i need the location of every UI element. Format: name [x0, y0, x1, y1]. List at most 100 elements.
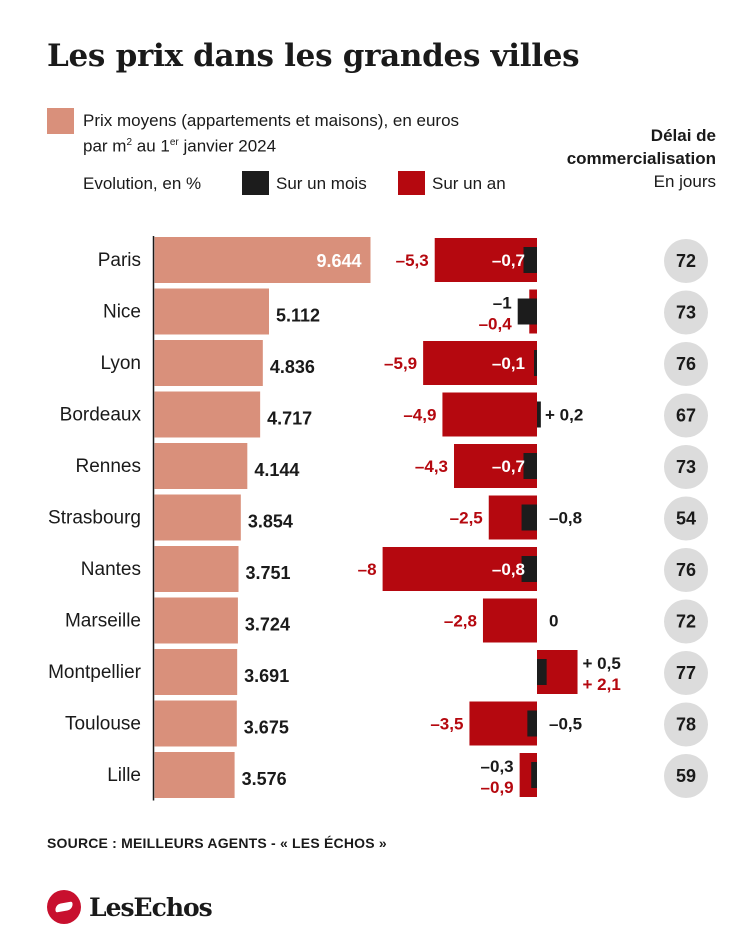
- category-label-paris: Paris: [98, 250, 141, 271]
- year-label-lyon: –5,9: [384, 354, 417, 373]
- delay-label-lille: 59: [676, 766, 696, 786]
- chart-title: Les prix dans les grandes villes: [47, 38, 580, 74]
- year-label-rennes: –4,3: [415, 457, 448, 476]
- month-label-lille: –0,3: [481, 757, 514, 776]
- delay-label-rennes: 73: [676, 457, 696, 477]
- delay-label-nice: 73: [676, 303, 696, 323]
- category-label-toulouse: Toulouse: [65, 714, 141, 735]
- category-label-strasbourg: Strasbourg: [48, 508, 141, 529]
- legend-price-label: Prix moyens (appartements et maisons), e…: [83, 110, 459, 158]
- logo-bird-icon: [47, 890, 81, 924]
- legend-year-label: Sur un an: [432, 174, 506, 193]
- legend-swatch-price: [47, 108, 74, 134]
- logo-text: LesEchos: [89, 892, 213, 922]
- year-label-nice: –0,4: [479, 315, 513, 334]
- delay-circle-paris: [664, 239, 708, 283]
- year-label-paris: –5,3: [396, 251, 429, 270]
- month-bar-nantes: [521, 556, 537, 582]
- delay-label-toulouse: 78: [676, 715, 696, 735]
- month-bar-lyon: [534, 350, 537, 376]
- month-bar-nice: [517, 298, 537, 325]
- month-bar-toulouse: [527, 710, 537, 737]
- year-label-marseille: –2,8: [444, 612, 477, 631]
- price-bar-nice: [154, 288, 269, 335]
- category-label-montpellier: Montpellier: [48, 662, 142, 683]
- delay-circle-lille: [664, 754, 708, 798]
- year-label-montpellier: + 2,1: [583, 675, 621, 694]
- delay-header-line3: En jours: [653, 172, 716, 191]
- legend-swatch-year: [398, 171, 425, 195]
- delay-header-line1: Délai de: [650, 126, 716, 145]
- delay-header-line2: commercialisation: [566, 149, 716, 168]
- legend-price-line1: Prix moyens (appartements et maisons), e…: [83, 111, 460, 130]
- source-note: SOURCE : MEILLEURS AGENTS - « LES ÉCHOS …: [47, 835, 387, 851]
- price-label-lyon: 4.836: [270, 357, 315, 377]
- delay-label-nantes: 76: [676, 560, 696, 580]
- category-label-lille: Lille: [107, 765, 141, 786]
- month-bar-strasbourg: [521, 504, 537, 531]
- year-label-bordeaux: –4,9: [403, 406, 436, 425]
- delay-circle-montpellier: [664, 651, 708, 695]
- year-bar-marseille: [482, 598, 537, 643]
- price-bar-marseille: [154, 597, 238, 644]
- month-label-marseille: 0: [549, 612, 558, 631]
- month-label-paris: –0,7: [492, 251, 525, 270]
- month-label-nice: –1: [493, 294, 512, 313]
- month-bar-paris: [523, 247, 537, 273]
- legend-swatch-month: [242, 171, 269, 195]
- delay-label-strasbourg: 54: [676, 509, 696, 529]
- delay-circle-bordeaux: [664, 393, 708, 438]
- month-label-strasbourg: –0,8: [549, 509, 582, 528]
- month-label-toulouse: –0,5: [549, 715, 582, 734]
- month-bar-rennes: [523, 453, 537, 479]
- price-bar-toulouse: [154, 700, 237, 747]
- delay-circle-marseille: [664, 599, 708, 644]
- legend-price-line2a: par m: [83, 136, 127, 156]
- month-bar-bordeaux: [537, 401, 541, 428]
- month-bar-lille: [531, 762, 537, 788]
- year-bar-paris: [434, 238, 537, 282]
- category-label-marseille: Marseille: [65, 611, 141, 632]
- year-label-lille: –0,9: [481, 778, 514, 797]
- price-bar-lille: [154, 752, 235, 798]
- legend-month-label: Sur un mois: [276, 174, 367, 193]
- price-label-nantes: 3.751: [246, 563, 291, 583]
- price-bar-paris: [154, 237, 371, 283]
- price-label-bordeaux: 4.717: [267, 409, 312, 429]
- delay-label-bordeaux: 67: [676, 406, 696, 426]
- price-label-rennes: 4.144: [254, 460, 299, 480]
- year-bar-rennes: [454, 444, 537, 488]
- legend-price-sup2: er: [169, 137, 179, 148]
- price-bar-strasbourg: [154, 494, 241, 541]
- year-label-strasbourg: –2,5: [450, 509, 483, 528]
- legend-evolution-label: Evolution, en %: [83, 174, 202, 193]
- category-label-rennes: Rennes: [76, 456, 142, 477]
- category-label-nantes: Nantes: [81, 559, 141, 580]
- price-bar-nantes: [154, 546, 239, 592]
- delay-circle-toulouse: [664, 702, 708, 747]
- month-label-montpellier: + 0,5: [583, 654, 621, 673]
- legend-price-line2b: au 1: [132, 136, 170, 156]
- month-label-lyon: –0,1: [492, 354, 525, 373]
- month-label-nantes: –0,8: [492, 560, 525, 579]
- delay-circle-strasbourg: [664, 496, 708, 541]
- legend-price-sup1: 2: [126, 137, 133, 148]
- delay-label-lyon: 76: [676, 354, 696, 374]
- year-bar-toulouse: [469, 701, 537, 746]
- delay-circle-nice: [664, 290, 708, 335]
- year-label-nantes: –8: [358, 560, 377, 579]
- legend-price-line2c: janvier 2024: [178, 136, 277, 156]
- delay-circle-rennes: [664, 445, 708, 489]
- price-bar-lyon: [154, 340, 263, 386]
- category-label-bordeaux: Bordeaux: [60, 405, 142, 426]
- price-label-lille: 3.576: [242, 769, 287, 789]
- delay-label-montpellier: 77: [676, 663, 696, 683]
- price-label-toulouse: 3.675: [244, 718, 289, 738]
- price-label-montpellier: 3.691: [244, 666, 289, 686]
- price-label-nice: 5.112: [276, 306, 320, 326]
- year-bar-lyon: [423, 341, 537, 385]
- les-echos-logo: LesEchos: [47, 890, 213, 924]
- delay-circle-nantes: [664, 548, 708, 592]
- price-bar-rennes: [154, 443, 248, 489]
